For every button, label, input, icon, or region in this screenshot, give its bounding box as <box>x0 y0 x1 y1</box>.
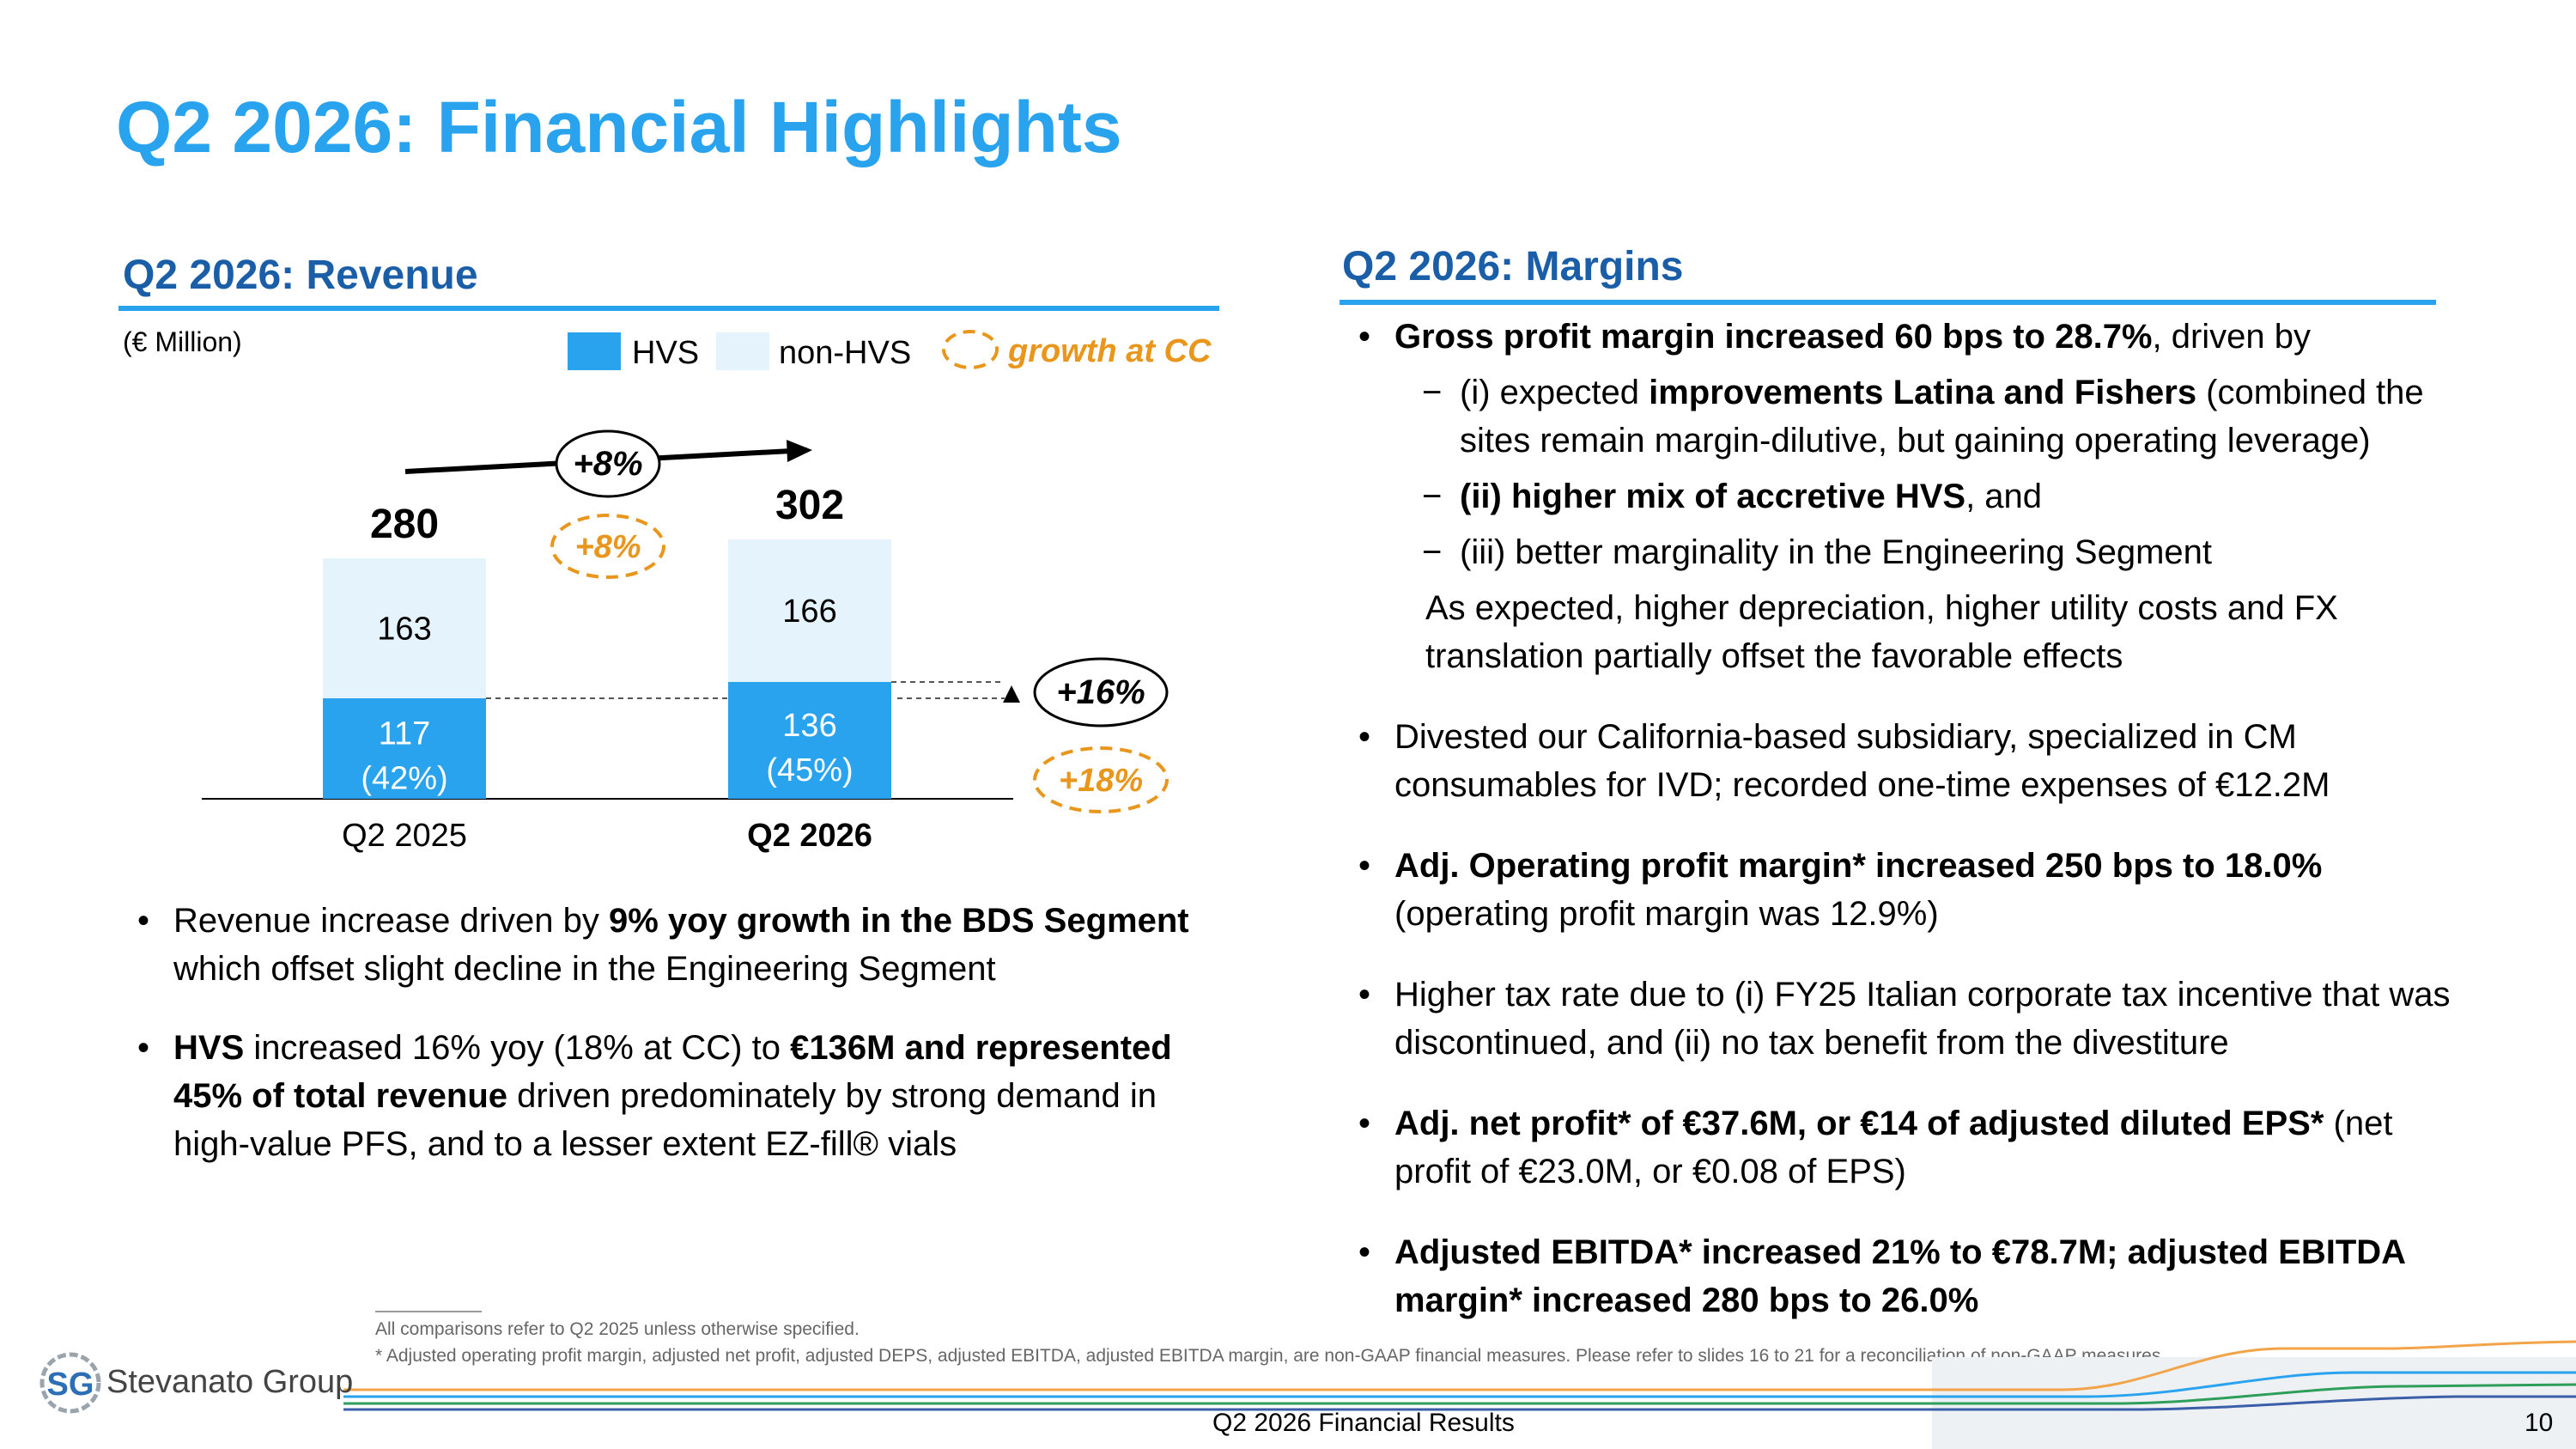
text-run: which offset slight decline in the Engin… <box>173 950 996 988</box>
growth-hvs-label: +16% <box>1056 673 1145 711</box>
revenue-section-title: Q2 2026: Revenue <box>123 253 478 298</box>
growth-hvs-cc-label: +18% <box>1059 763 1143 799</box>
bar-hvs-label: 117 <box>379 716 431 752</box>
bar-hvs <box>323 698 486 799</box>
margins-bullets: Gross profit margin increased 60 bps to … <box>1358 313 2475 1324</box>
x-tick-label: Q2 2026 <box>747 818 872 854</box>
margins-plain-item: As expected, higher depreciation, higher… <box>1358 584 2475 680</box>
bar-total-label: 302 <box>775 483 844 528</box>
bar-non-hvs-label: 163 <box>377 612 431 648</box>
margins-section-title: Q2 2026: Margins <box>1342 244 1684 289</box>
revenue-title-rule <box>118 306 1219 311</box>
footnote-2: * Adjusted operating profit margin, adju… <box>375 1346 2161 1366</box>
page-number: 10 <box>2524 1409 2554 1437</box>
bar-non-hvs-label: 166 <box>782 594 836 630</box>
legend-cc-label: growth at CC <box>1008 333 1212 369</box>
text-run: (operating profit margin was 12.9%) <box>1394 895 1939 933</box>
margins-bullet-item: Divested our California-based subsidiary… <box>1358 713 2475 809</box>
bold-run: (ii) higher mix of accretive HVS <box>1460 478 1966 515</box>
margins-bullet-item: Higher tax rate due to (i) FY25 Italian … <box>1358 971 2475 1067</box>
text-run: Divested our California-based subsidiary… <box>1394 718 2330 804</box>
bold-run: Gross profit margin increased 60 bps to … <box>1394 318 2153 356</box>
margins-title-rule <box>1340 300 2436 305</box>
bold-run: Adjusted EBITDA* increased 21% to €78.7M… <box>1394 1233 2405 1319</box>
footnote-rule <box>375 1311 482 1312</box>
text-run: (net profit of €23.0M, or €0.08 of EPS) <box>1394 1105 2393 1190</box>
revenue-bullets: Revenue increase driven by 9% yoy growth… <box>137 897 1228 1168</box>
margins-dash-item: (ii) higher mix of accretive HVS, and <box>1422 472 2475 521</box>
text-run: Higher tax rate due to (i) FY25 Italian … <box>1394 976 2451 1062</box>
text-run: increased 16% yoy (18% at CC) to <box>244 1029 791 1067</box>
logo-mark: SG <box>39 1352 101 1414</box>
logo-mark-text: SG <box>47 1367 94 1403</box>
text-run: As expected, higher depreciation, higher… <box>1425 589 2338 675</box>
bar-total-label: 280 <box>370 502 439 547</box>
growth-hvs-oval <box>1033 657 1169 728</box>
footer-label: Q2 2026 Financial Results <box>1212 1409 1515 1437</box>
margins-dash-item: (i) expected improvements Latina and Fis… <box>1422 368 2475 465</box>
growth-arrowhead <box>787 440 812 462</box>
margins-dash-item: (iii) better marginality in the Engineer… <box>1422 528 2475 576</box>
unit-label: (€ Million) <box>123 326 242 357</box>
growth-total-oval <box>555 429 661 498</box>
bar-hvs <box>728 682 891 799</box>
revenue-chart: 163 117 (42%) 280 Q2 2025 166 136 (45%) 302 Q2 20… <box>202 429 1169 854</box>
text-run: driven predominately by strong demand in… <box>173 1077 1157 1163</box>
margins-bullet-item: Gross profit margin increased 60 bps to … <box>1358 313 2475 361</box>
bar-hvs-label: 136 <box>782 708 836 744</box>
bold-run: improvements Latina and Fishers <box>1649 374 2197 411</box>
revenue-bullet: Revenue increase driven by 9% yoy growth… <box>137 897 1228 993</box>
legend-hvs-label: HVS <box>632 335 700 371</box>
bar-non-hvs <box>728 539 891 682</box>
bold-run: 9% yoy growth in the BDS Segment <box>608 902 1189 940</box>
growth-total-cc-oval <box>550 514 665 579</box>
legend-non-hvs-swatch <box>716 332 769 370</box>
text-run: (i) expected <box>1460 374 1649 411</box>
footnote-1: All comparisons refer to Q2 2025 unless … <box>375 1319 860 1339</box>
revenue-bullet: HVS increased 16% yoy (18% at CC) to €13… <box>137 1024 1228 1168</box>
x-tick-label: Q2 2025 <box>342 818 467 854</box>
growth-total-label: +8% <box>573 445 642 483</box>
growth-total-cc-label: +8% <box>574 529 641 565</box>
legend-non-hvs-label: non-HVS <box>779 335 912 371</box>
bold-run: €136M and represented 45% of total reven… <box>173 1029 1172 1115</box>
hvs-growth-arrow <box>1003 685 1020 703</box>
legend-cc-icon <box>942 330 999 369</box>
legend-hvs-swatch <box>568 332 621 370</box>
bold-run: Adj. net profit* of €37.6M, or €14 of ad… <box>1394 1105 2324 1142</box>
bar-hvs-share-label: (42%) <box>361 761 447 797</box>
text-run: Revenue increase driven by <box>173 902 609 940</box>
bold-run: HVS <box>173 1029 245 1067</box>
bar-non-hvs <box>323 558 486 698</box>
margins-bullet-item: Adj. net profit* of €37.6M, or €14 of ad… <box>1358 1099 2475 1196</box>
text-run: , and <box>1965 478 2043 515</box>
text-run: (combined the sites remain margin-diluti… <box>1460 374 2424 460</box>
text-run: , driven by <box>2152 318 2312 356</box>
page-title: Q2 2026: Financial Highlights <box>116 87 1122 167</box>
logo-wordmark: Stevanato Group <box>106 1364 354 1400</box>
margins-bullet-item: Adj. Operating profit margin* increased … <box>1358 842 2475 938</box>
text-run: (iii) better marginality in the Engineer… <box>1460 533 2212 571</box>
bold-run: Adj. Operating profit margin* increased … <box>1394 847 2323 885</box>
growth-hvs-cc-oval <box>1033 746 1169 813</box>
footer-decoration <box>343 1340 2576 1449</box>
margins-bullet-item: Adjusted EBITDA* increased 21% to €78.7M… <box>1358 1228 2475 1324</box>
bar-hvs-share-label: (45%) <box>766 752 853 788</box>
